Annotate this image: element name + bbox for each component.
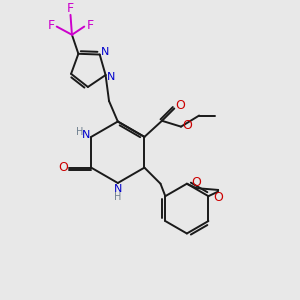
Text: O: O <box>213 191 223 204</box>
Text: N: N <box>82 130 90 140</box>
Text: H: H <box>114 192 122 202</box>
Text: F: F <box>47 19 54 32</box>
Text: N: N <box>101 46 110 57</box>
Text: O: O <box>175 99 185 112</box>
Text: O: O <box>182 119 192 132</box>
Text: N: N <box>114 184 122 194</box>
Text: F: F <box>86 19 94 32</box>
Text: F: F <box>67 2 74 15</box>
Text: O: O <box>191 176 201 189</box>
Text: O: O <box>58 161 68 174</box>
Text: N: N <box>107 71 116 82</box>
Text: H: H <box>76 127 84 136</box>
